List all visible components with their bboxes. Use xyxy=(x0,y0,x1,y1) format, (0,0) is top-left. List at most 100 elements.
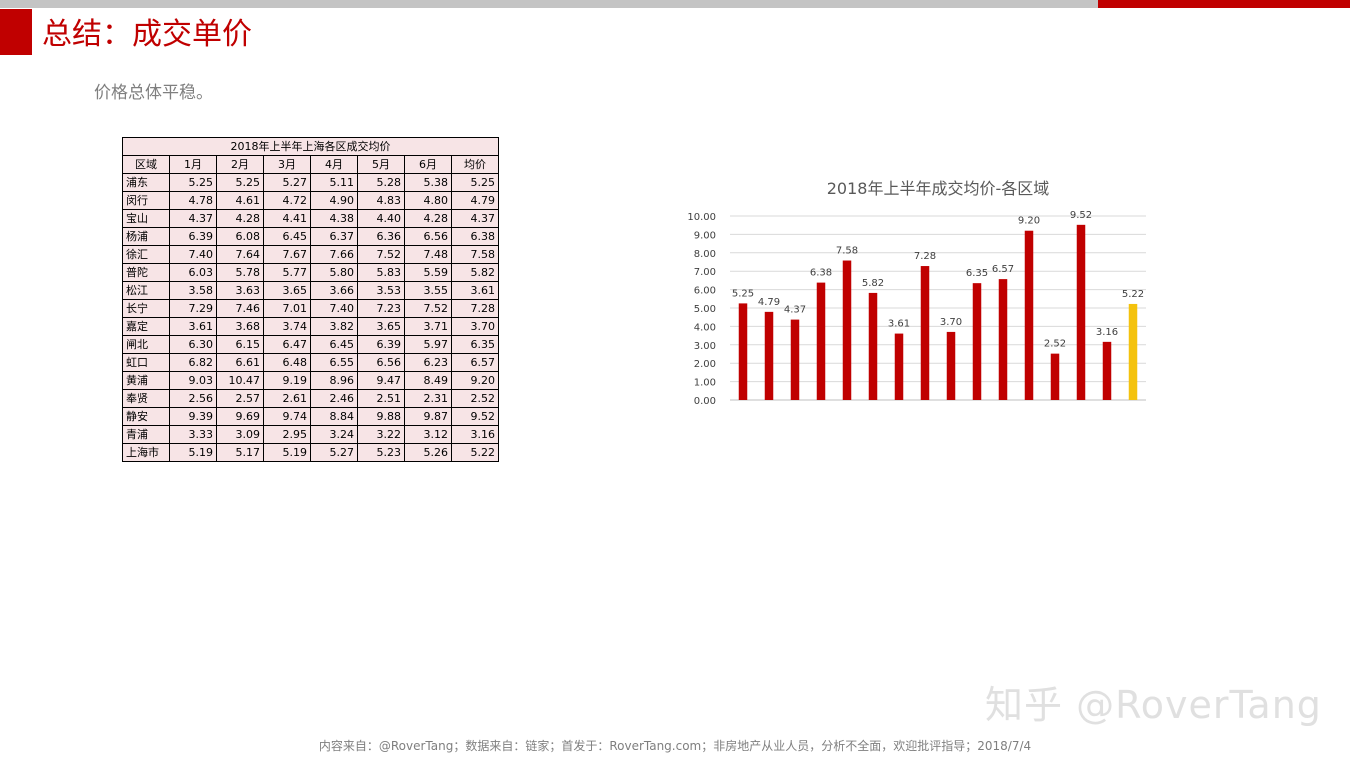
table-region-cell: 奉贤 xyxy=(122,389,170,408)
table-value-cell: 3.33 xyxy=(169,425,217,444)
data-label: 9.20 xyxy=(1018,216,1040,227)
table-value-cell: 5.78 xyxy=(216,263,264,282)
table-value-cell: 7.64 xyxy=(216,245,264,264)
bar xyxy=(1128,303,1138,400)
watermark: 知乎 @RoverTang xyxy=(985,683,1322,727)
table-value-cell: 2.95 xyxy=(263,425,311,444)
table-value-cell: 9.20 xyxy=(451,371,499,390)
slide-subtitle: 价格总体平稳。 xyxy=(94,83,213,103)
table-value-cell: 3.55 xyxy=(404,281,452,300)
y-tick-label: 5.00 xyxy=(694,304,716,315)
data-label: 7.28 xyxy=(914,251,936,262)
y-tick-label: 0.00 xyxy=(694,396,716,407)
table-value-cell: 3.61 xyxy=(169,317,217,336)
table-value-cell: 3.09 xyxy=(216,425,264,444)
table-value-cell: 6.23 xyxy=(404,353,452,372)
table-value-cell: 5.23 xyxy=(357,443,405,462)
table-region-cell: 松江 xyxy=(122,281,170,300)
table-value-cell: 9.74 xyxy=(263,407,311,426)
table-value-cell: 6.55 xyxy=(310,353,358,372)
table-value-cell: 3.65 xyxy=(263,281,311,300)
table-value-cell: 2.57 xyxy=(216,389,264,408)
table-value-cell: 8.96 xyxy=(310,371,358,390)
table-region-cell: 静安 xyxy=(122,407,170,426)
bar xyxy=(738,303,748,400)
table-value-cell: 5.17 xyxy=(216,443,264,462)
table-region-cell: 徐汇 xyxy=(122,245,170,264)
table-value-cell: 2.46 xyxy=(310,389,358,408)
table-value-cell: 7.58 xyxy=(451,245,499,264)
table-value-cell: 8.49 xyxy=(404,371,452,390)
table-value-cell: 9.39 xyxy=(169,407,217,426)
table-value-cell: 6.47 xyxy=(263,335,311,354)
table-value-cell: 9.52 xyxy=(451,407,499,426)
table-value-cell: 5.26 xyxy=(404,443,452,462)
table-value-cell: 5.28 xyxy=(357,173,405,192)
data-label: 3.70 xyxy=(940,317,962,328)
table-value-cell: 3.65 xyxy=(357,317,405,336)
table-caption: 2018年上半年上海各区成交均价 xyxy=(122,137,499,156)
table-value-cell: 6.39 xyxy=(169,227,217,246)
table-value-cell: 6.39 xyxy=(357,335,405,354)
table-value-cell: 6.57 xyxy=(451,353,499,372)
table-value-cell: 4.90 xyxy=(310,191,358,210)
table-value-cell: 3.61 xyxy=(451,281,499,300)
table-region-cell: 嘉定 xyxy=(122,317,170,336)
table-value-cell: 5.25 xyxy=(216,173,264,192)
table-value-cell: 5.80 xyxy=(310,263,358,282)
table-value-cell: 10.47 xyxy=(216,371,264,390)
table-value-cell: 2.52 xyxy=(451,389,499,408)
table-value-cell: 2.31 xyxy=(404,389,452,408)
bar xyxy=(868,292,878,400)
table-value-cell: 6.30 xyxy=(169,335,217,354)
table-value-cell: 3.24 xyxy=(310,425,358,444)
y-tick-label: 9.00 xyxy=(694,230,716,241)
table-value-cell: 6.56 xyxy=(404,227,452,246)
data-label: 5.82 xyxy=(862,278,884,289)
table-header-cell: 均价 xyxy=(451,155,499,174)
table-value-cell: 6.45 xyxy=(310,335,358,354)
table-value-cell: 5.77 xyxy=(263,263,311,282)
table-value-cell: 4.28 xyxy=(216,209,264,228)
price-table: 2018年上半年上海各区成交均价 区域 1月 2月 3月 4月 5月 6月 均价 浦东 5.25 5.… xyxy=(122,137,499,462)
table-value-cell: 6.03 xyxy=(169,263,217,282)
table-region-cell: 闵行 xyxy=(122,191,170,210)
table-value-cell: 3.16 xyxy=(451,425,499,444)
table-value-cell: 5.97 xyxy=(404,335,452,354)
table-row: 徐汇 7.40 7.64 7.67 7.66 7.52 7.48 7.58 xyxy=(122,245,499,264)
bar xyxy=(790,319,800,400)
bar xyxy=(972,283,982,400)
table-value-cell: 7.46 xyxy=(216,299,264,318)
data-label: 7.58 xyxy=(836,246,858,257)
data-label: 6.38 xyxy=(810,268,832,279)
table-value-cell: 9.47 xyxy=(357,371,405,390)
table-value-cell: 7.40 xyxy=(169,245,217,264)
table-value-cell: 7.67 xyxy=(263,245,311,264)
bar xyxy=(1024,230,1034,400)
table-value-cell: 5.19 xyxy=(169,443,217,462)
table-region-cell: 黄浦 xyxy=(122,371,170,390)
table-value-cell: 4.79 xyxy=(451,191,499,210)
bar xyxy=(764,311,774,400)
table-region-cell: 宝山 xyxy=(122,209,170,228)
y-tick-label: 1.00 xyxy=(694,378,716,389)
table-value-cell: 5.38 xyxy=(404,173,452,192)
table-value-cell: 3.58 xyxy=(169,281,217,300)
title-marker xyxy=(0,9,32,55)
bar xyxy=(1076,224,1086,400)
table-value-cell: 5.11 xyxy=(310,173,358,192)
bar xyxy=(920,266,930,400)
data-label: 3.16 xyxy=(1096,327,1118,338)
table-header-row: 区域 1月 2月 3月 4月 5月 6月 均价 xyxy=(122,155,499,174)
table-value-cell: 7.66 xyxy=(310,245,358,264)
table-value-cell: 7.29 xyxy=(169,299,217,318)
table-row: 闸北 6.30 6.15 6.47 6.45 6.39 5.97 6.35 xyxy=(122,335,499,354)
y-tick-label: 4.00 xyxy=(694,322,716,333)
table-row: 长宁 7.29 7.46 7.01 7.40 7.23 7.52 7.28 xyxy=(122,299,499,318)
table-region-cell: 虹口 xyxy=(122,353,170,372)
table-value-cell: 5.25 xyxy=(451,173,499,192)
table-value-cell: 6.37 xyxy=(310,227,358,246)
data-label: 4.79 xyxy=(758,297,780,308)
table-value-cell: 5.83 xyxy=(357,263,405,282)
table-value-cell: 5.27 xyxy=(263,173,311,192)
